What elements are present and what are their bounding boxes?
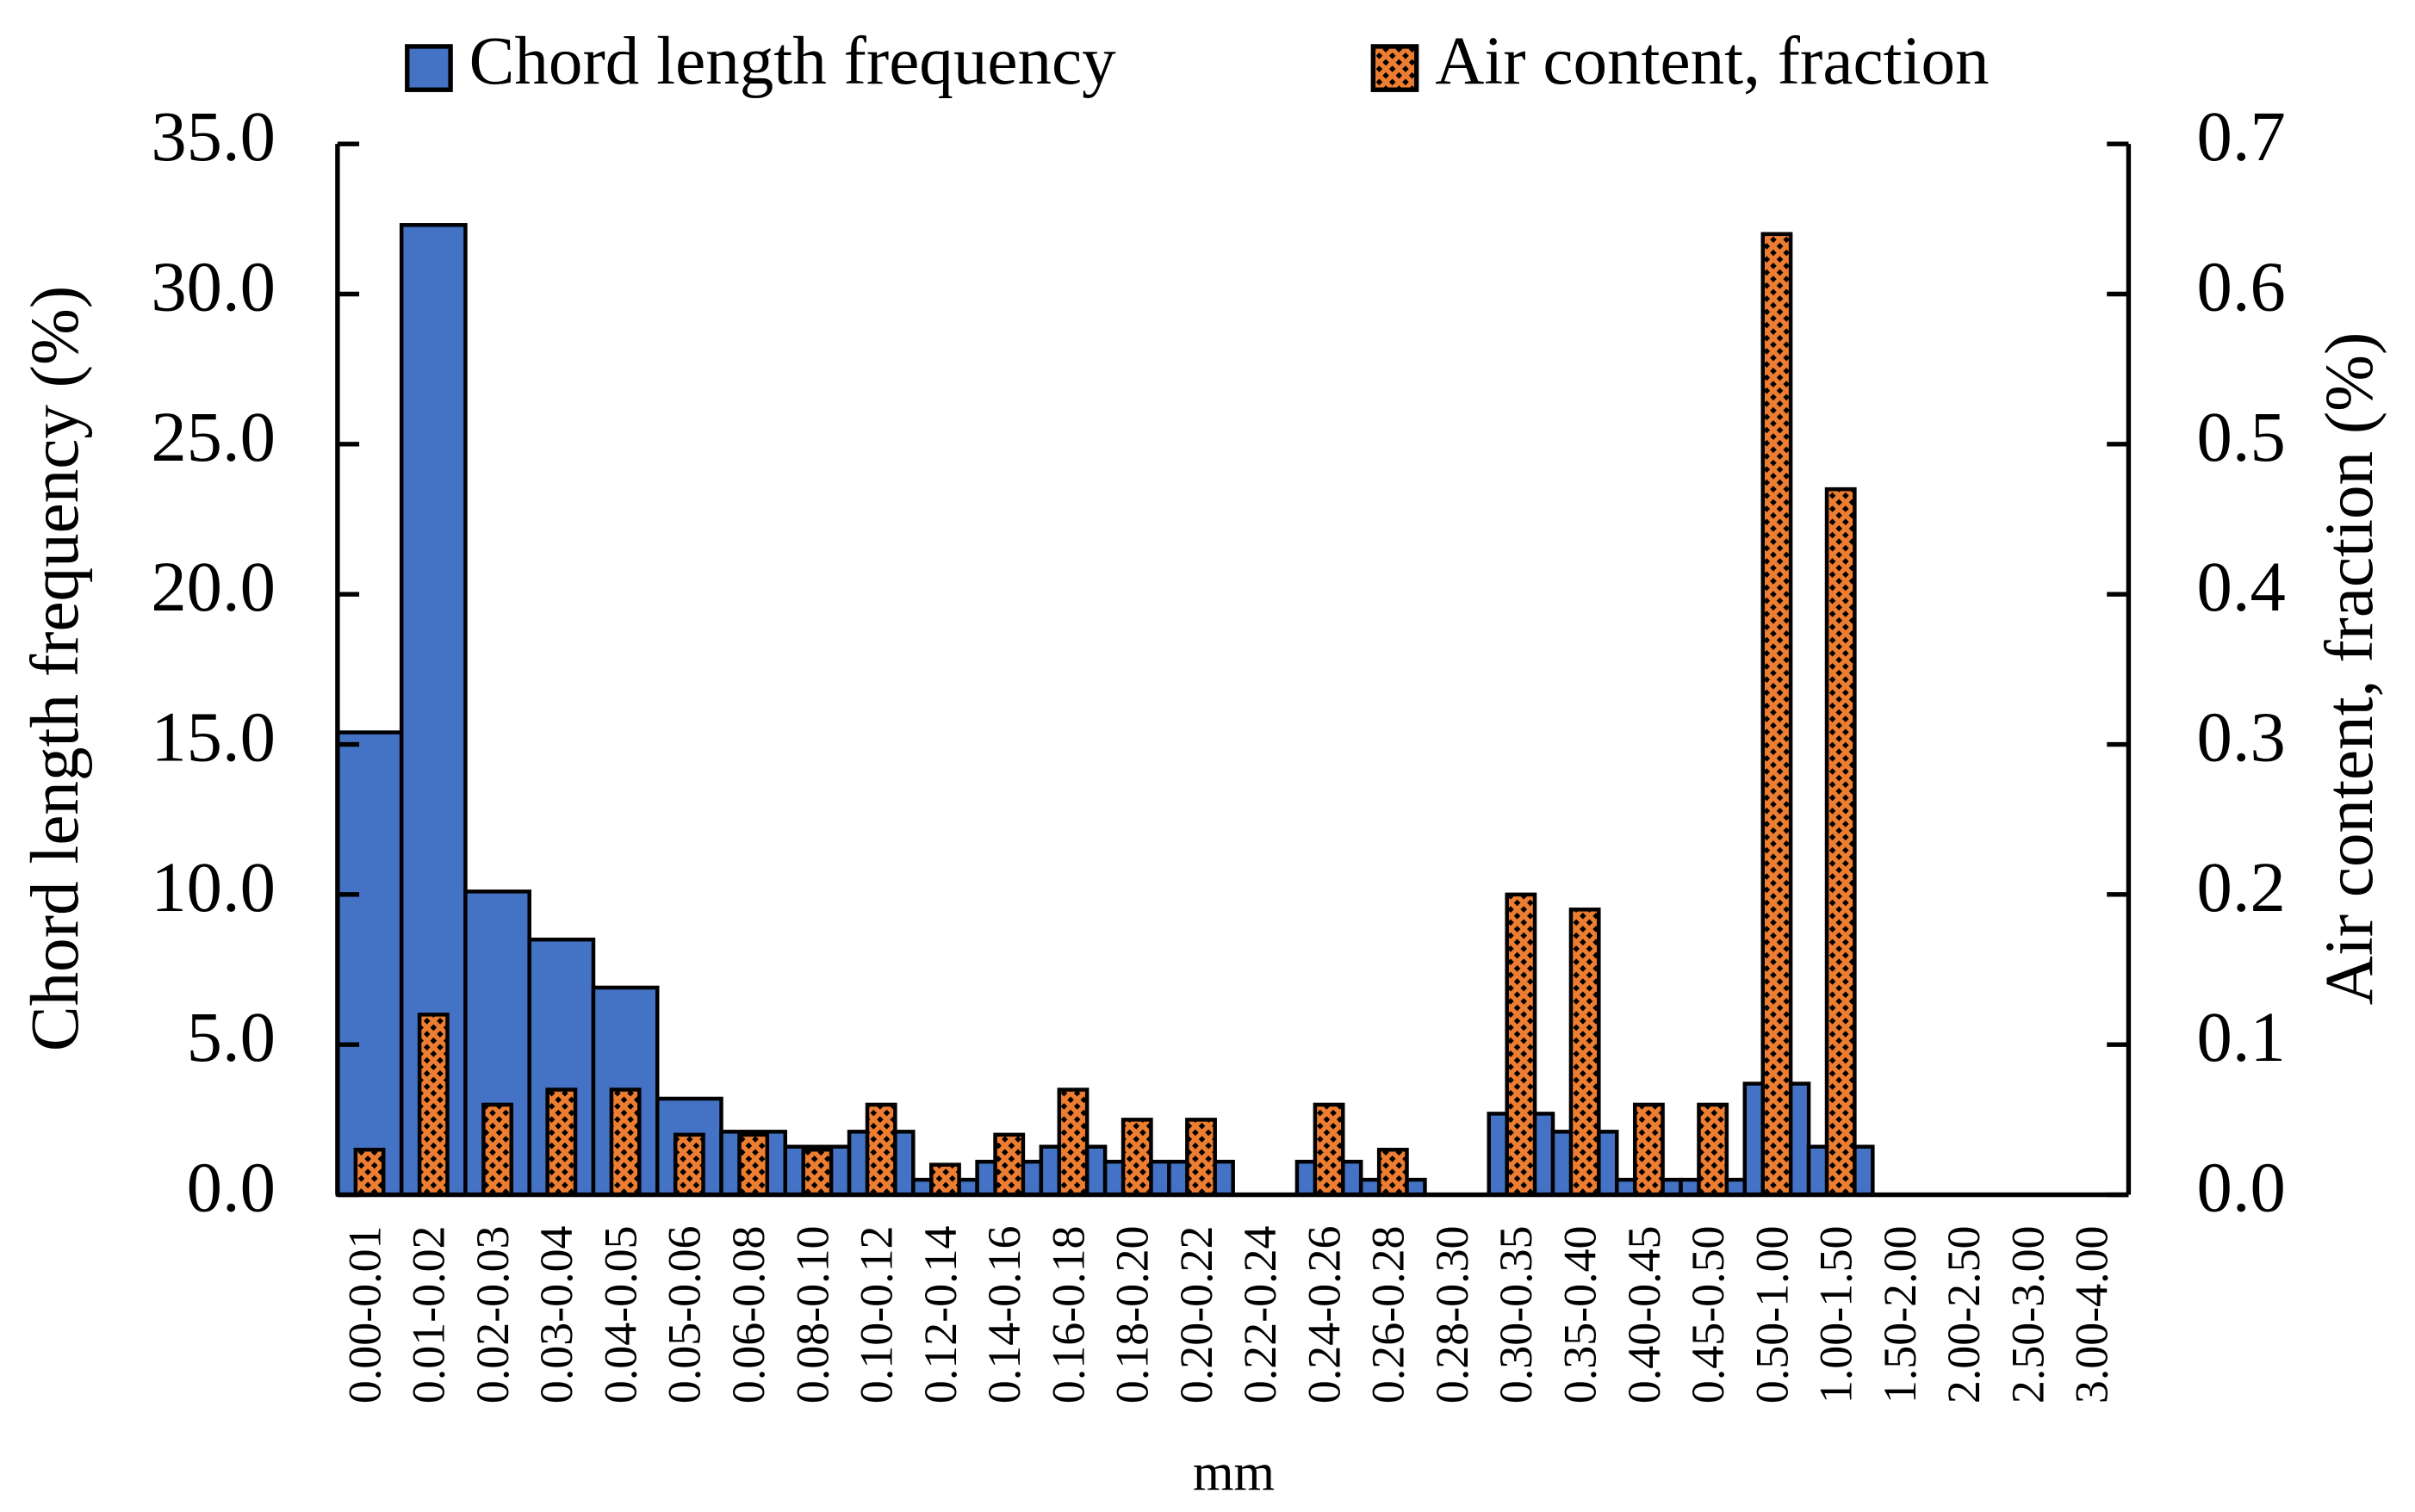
x-tick-label: 0.12-0.14 — [915, 1225, 966, 1404]
x-tick-label: 0.05-0.06 — [659, 1225, 711, 1404]
bar — [1568, 908, 1601, 1197]
bar — [609, 1088, 642, 1197]
bar — [929, 1162, 961, 1197]
y2-tick-label: 0.6 — [2196, 246, 2285, 325]
bar — [1697, 1102, 1729, 1197]
x-tick-label: 0.04-0.05 — [594, 1225, 646, 1404]
x-tick-label: 0.06-0.08 — [723, 1225, 774, 1404]
y-tick-label: 30.0 — [151, 246, 276, 325]
y-tick-label: 5.0 — [187, 997, 276, 1076]
y2-axis-title: Air content, fraction (%) — [2313, 332, 2387, 1006]
bar — [801, 1147, 834, 1197]
x-tick-label: 0.22-0.24 — [1234, 1225, 1286, 1404]
y-tick-label: 15.0 — [151, 697, 276, 776]
x-tick-label: 0.24-0.26 — [1298, 1225, 1350, 1404]
x-axis-title: mm — [1193, 1444, 1275, 1502]
bar — [353, 1147, 386, 1197]
x-tick-label: 2.00-2.50 — [1938, 1225, 1990, 1404]
x-tick-label: 0.28-0.30 — [1426, 1225, 1478, 1404]
y2-tick-label: 0.2 — [2196, 847, 2285, 926]
bar — [1121, 1118, 1153, 1197]
bar — [335, 730, 404, 1197]
x-tick-label: 0.45-0.50 — [1682, 1225, 1734, 1404]
y-tick-label: 10.0 — [151, 847, 276, 926]
x-tick-label: 0.00-0.01 — [338, 1225, 390, 1404]
y-axis-title: Chord length frequency (%) — [18, 286, 93, 1051]
x-tick-label: 3.00-4.00 — [2066, 1225, 2118, 1404]
y2-tick-label: 0.1 — [2196, 997, 2285, 1076]
bar — [865, 1102, 897, 1197]
x-tick-label: 2.50-3.00 — [2002, 1225, 2053, 1404]
bar — [1185, 1118, 1217, 1197]
x-tick-label: 0.30-0.35 — [1490, 1225, 1542, 1404]
y-tick-label: 0.0 — [187, 1148, 276, 1227]
x-tick-label: 0.08-0.10 — [786, 1225, 838, 1404]
y2-tick-label: 0.5 — [2196, 397, 2285, 476]
y2-tick-label: 0.3 — [2196, 697, 2285, 776]
x-tick-label: 0.01-0.02 — [403, 1225, 455, 1404]
x-tick-label: 0.03-0.04 — [531, 1225, 582, 1404]
bar — [673, 1132, 705, 1197]
x-tick-label: 0.02-0.03 — [467, 1225, 518, 1404]
y-tick-label: 20.0 — [151, 547, 276, 626]
x-tick-label: 0.50-1.00 — [1746, 1225, 1797, 1404]
legend-swatch — [405, 44, 453, 92]
y2-tick-label: 0.0 — [2196, 1148, 2285, 1227]
legend-label: Chord length frequency — [469, 24, 1116, 99]
x-tick-label: 0.35-0.40 — [1555, 1225, 1606, 1404]
bar — [1057, 1088, 1090, 1197]
bar — [737, 1132, 770, 1197]
x-tick-label: 0.14-0.16 — [978, 1225, 1030, 1404]
bar — [1376, 1147, 1409, 1197]
bar — [1760, 232, 1793, 1197]
x-tick-label: 1.00-1.50 — [1810, 1225, 1862, 1404]
bar — [1824, 486, 1857, 1197]
bar — [1505, 892, 1537, 1197]
x-tick-label: 1.50-2.00 — [1874, 1225, 1926, 1404]
bar — [545, 1088, 578, 1197]
x-tick-label: 0.26-0.28 — [1363, 1225, 1414, 1404]
y2-tick-label: 0.4 — [2196, 547, 2285, 626]
legend-label: Air content, fraction — [1435, 24, 1989, 99]
x-tick-label: 0.10-0.12 — [851, 1225, 903, 1404]
x-tick-label: 0.16-0.18 — [1042, 1225, 1094, 1404]
bar — [1313, 1102, 1345, 1197]
y-tick-label: 35.0 — [151, 96, 276, 176]
bar — [993, 1132, 1026, 1197]
bar — [417, 1013, 450, 1197]
x-tick-label: 0.40-0.45 — [1618, 1225, 1670, 1404]
bar — [481, 1102, 513, 1197]
y2-tick-label: 0.7 — [2196, 96, 2285, 176]
y-tick-label: 25.0 — [151, 397, 276, 476]
legend-swatch — [1370, 44, 1419, 92]
x-tick-label: 0.18-0.20 — [1107, 1225, 1158, 1404]
x-tick-label: 0.20-0.22 — [1170, 1225, 1222, 1404]
bar — [1632, 1102, 1665, 1197]
